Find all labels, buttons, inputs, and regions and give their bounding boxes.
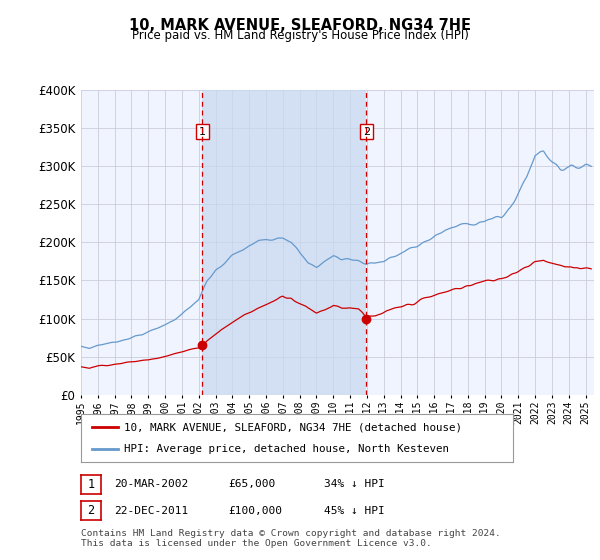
Text: 45% ↓ HPI: 45% ↓ HPI <box>324 506 385 516</box>
Text: HPI: Average price, detached house, North Kesteven: HPI: Average price, detached house, Nort… <box>124 444 449 454</box>
Text: 22-DEC-2011: 22-DEC-2011 <box>114 506 188 516</box>
Text: 34% ↓ HPI: 34% ↓ HPI <box>324 479 385 489</box>
Text: Contains HM Land Registry data © Crown copyright and database right 2024.: Contains HM Land Registry data © Crown c… <box>81 529 501 538</box>
Text: £65,000: £65,000 <box>228 479 275 489</box>
Text: 2: 2 <box>88 504 94 517</box>
Text: 10, MARK AVENUE, SLEAFORD, NG34 7HE (detached house): 10, MARK AVENUE, SLEAFORD, NG34 7HE (det… <box>124 422 462 432</box>
Text: £100,000: £100,000 <box>228 506 282 516</box>
Text: 10, MARK AVENUE, SLEAFORD, NG34 7HE: 10, MARK AVENUE, SLEAFORD, NG34 7HE <box>129 18 471 33</box>
Text: Price paid vs. HM Land Registry's House Price Index (HPI): Price paid vs. HM Land Registry's House … <box>131 29 469 42</box>
Text: 1: 1 <box>88 478 94 491</box>
Text: 20-MAR-2002: 20-MAR-2002 <box>114 479 188 489</box>
Bar <box>202 90 367 395</box>
Text: 2: 2 <box>363 127 370 137</box>
Text: 1: 1 <box>199 127 206 137</box>
Text: This data is licensed under the Open Government Licence v3.0.: This data is licensed under the Open Gov… <box>81 539 432 548</box>
